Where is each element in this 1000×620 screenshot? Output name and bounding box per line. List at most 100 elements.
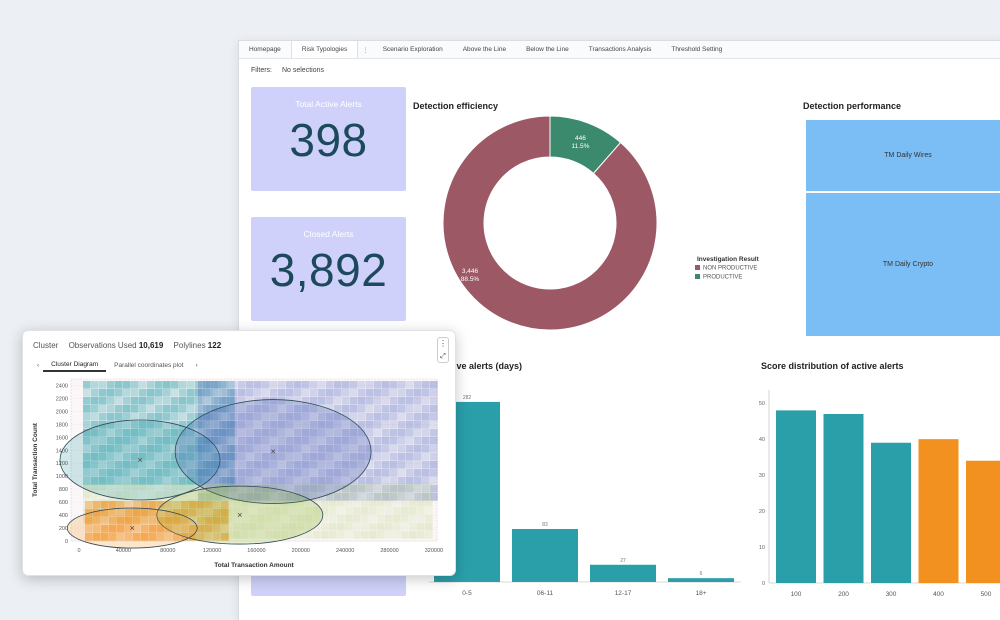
density-tile xyxy=(254,485,262,493)
density-tile xyxy=(115,437,123,445)
density-tile xyxy=(214,381,222,389)
score-bar-chart[interactable]: 0 10 20 30 40 50 100 200 300 400 500 xyxy=(749,376,1000,606)
legend-item: NON PRODUCTIVE xyxy=(703,266,757,272)
density-tile xyxy=(350,389,358,397)
bar-value-label: 27 xyxy=(620,558,626,564)
filters-bar[interactable]: Filters: No selections xyxy=(251,67,324,74)
density-tile xyxy=(238,413,246,421)
density-tile xyxy=(233,523,241,531)
density-tile xyxy=(430,445,438,453)
cluster-card[interactable]: Cluster Observations Used 10,619 Polylin… xyxy=(22,330,456,576)
x-tick-label: 280000 xyxy=(380,548,398,554)
density-tile xyxy=(286,421,294,429)
treemap-cell-wires[interactable]: TM Daily Wires xyxy=(805,119,1000,192)
density-tile xyxy=(225,483,233,491)
density-tile xyxy=(225,523,233,531)
density-tile xyxy=(406,477,414,485)
density-tile xyxy=(262,397,270,405)
density-tile xyxy=(334,461,342,469)
treemap-cell-crypto[interactable]: TM Daily Crypto xyxy=(805,192,1000,337)
density-tile xyxy=(337,523,345,531)
kpi-closed-alerts[interactable]: Closed Alerts 3,892 xyxy=(251,217,406,321)
density-tile xyxy=(254,389,262,397)
tab-scroll-left-icon[interactable]: ‹ xyxy=(37,362,40,369)
density-tile xyxy=(83,389,91,397)
bar-06-11 xyxy=(512,528,578,582)
density-tile xyxy=(310,429,318,437)
donut-slice-non-productive[interactable] xyxy=(442,115,658,331)
density-tile xyxy=(238,493,246,501)
tab-scroll-right-icon[interactable]: › xyxy=(195,362,198,369)
density-tile xyxy=(382,405,390,413)
density-tile xyxy=(366,397,374,405)
density-tile xyxy=(115,421,123,429)
density-tile xyxy=(385,499,393,507)
density-tile xyxy=(198,469,206,477)
density-tile xyxy=(125,509,133,517)
density-tile xyxy=(326,461,334,469)
density-tile xyxy=(329,483,337,491)
x-tick-label: 160000 xyxy=(247,548,265,554)
tab-above-the-line[interactable]: Above the Line xyxy=(462,46,507,53)
density-tile xyxy=(214,477,222,485)
density-tile xyxy=(425,499,433,507)
density-tile xyxy=(198,389,206,397)
density-tile xyxy=(230,445,238,453)
density-tile xyxy=(179,429,187,437)
density-tile xyxy=(189,501,197,509)
density-tile xyxy=(83,421,91,429)
bar-score-200 xyxy=(823,413,864,583)
density-tile xyxy=(302,389,310,397)
density-tile xyxy=(302,413,310,421)
density-tile xyxy=(289,523,297,531)
density-tile xyxy=(131,381,139,389)
density-tile xyxy=(278,461,286,469)
density-tile xyxy=(430,421,438,429)
density-tile xyxy=(201,523,209,531)
density-tile xyxy=(262,429,270,437)
density-tile xyxy=(398,397,406,405)
density-tile xyxy=(222,461,230,469)
tab-more-icon[interactable]: ⋮ xyxy=(362,46,369,54)
more-options-icon[interactable]: ⋮ ⤢ xyxy=(437,337,449,363)
tab-homepage[interactable]: Homepage xyxy=(249,46,281,53)
density-tile xyxy=(358,477,366,485)
density-tile xyxy=(342,469,350,477)
density-tile xyxy=(246,429,254,437)
tab-parallel-coordinates[interactable]: Parallel coordinates plot xyxy=(114,362,184,369)
density-tile xyxy=(219,437,227,445)
density-tile xyxy=(155,445,163,453)
density-tile xyxy=(286,445,294,453)
density-tile xyxy=(147,437,155,445)
cluster-diagram[interactable]: × × × × 0 200 400 600 800 1000 1200 1400 1600 1800 200… xyxy=(23,371,456,576)
density-tile xyxy=(374,477,382,485)
density-tile xyxy=(157,509,165,517)
density-tile xyxy=(107,477,115,485)
age-bar-chart[interactable]: 282 0-5 83 06-11 27 12-17 6 18+ xyxy=(429,376,749,606)
density-tile xyxy=(398,493,406,501)
tab-threshold-setting[interactable]: Threshold Setting xyxy=(671,46,723,53)
density-tile xyxy=(366,493,374,501)
density-tile xyxy=(209,515,217,523)
tab-cluster-diagram[interactable]: Cluster Diagram xyxy=(43,359,107,372)
legend-title: Investigation Result xyxy=(697,256,760,263)
density-tile xyxy=(294,437,302,445)
density-tile xyxy=(390,381,398,389)
density-tile xyxy=(173,533,181,541)
tab-risk-typologies[interactable]: Risk Typologies xyxy=(290,41,359,58)
density-tile xyxy=(262,437,270,445)
density-tile xyxy=(430,461,438,469)
density-tile xyxy=(361,491,369,499)
density-tile xyxy=(107,445,115,453)
density-tile xyxy=(382,461,390,469)
tab-below-the-line[interactable]: Below the Line xyxy=(526,46,569,53)
tab-scenario-exploration[interactable]: Scenario Exploration xyxy=(382,46,443,53)
density-tile xyxy=(91,437,99,445)
density-tile xyxy=(214,437,222,445)
density-tile xyxy=(406,445,414,453)
kpi-total-active-alerts[interactable]: Total Active Alerts 398 xyxy=(251,87,406,191)
tab-transactions-analysis[interactable]: Transactions Analysis xyxy=(588,46,652,53)
density-tile xyxy=(409,523,417,531)
density-tile xyxy=(358,453,366,461)
